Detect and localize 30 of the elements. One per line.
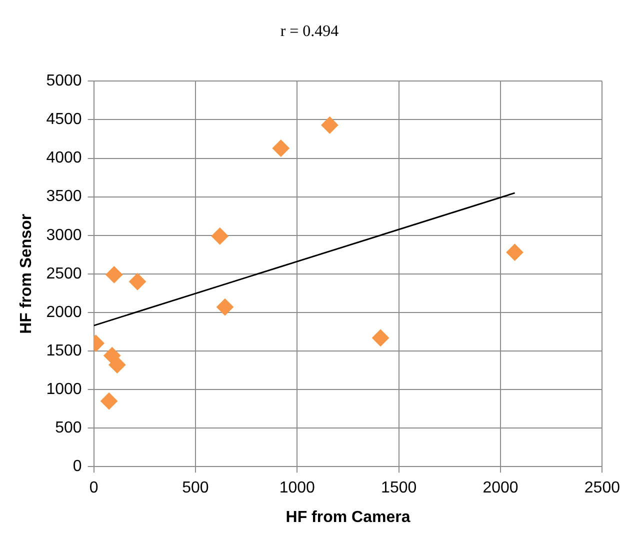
y-tick-label: 5000: [46, 72, 82, 90]
point: [211, 228, 228, 245]
point: [506, 244, 524, 261]
y-axis-title: HF from Sensor: [18, 214, 36, 334]
x-tick-label: 0: [89, 480, 98, 497]
y-tick-label: 500: [55, 419, 82, 436]
y-tick-label: 1000: [46, 380, 82, 398]
y-tick-label: 2000: [46, 304, 82, 321]
y-tick-label: 0: [72, 458, 82, 476]
x-tick-label: 2500: [584, 480, 620, 497]
point: [129, 273, 146, 290]
y-tick-label: 4500: [46, 111, 82, 128]
x-tick-label: 1500: [381, 480, 417, 497]
y-tick-label: 2500: [46, 265, 82, 282]
point: [100, 392, 118, 410]
point: [108, 356, 126, 374]
y-tick-label: 1500: [46, 342, 82, 360]
point: [272, 140, 290, 157]
x-tick-label: 1000: [279, 480, 316, 497]
x-axis-title: HF from Camera: [286, 508, 410, 526]
point: [216, 298, 234, 316]
point: [106, 266, 123, 284]
point: [321, 116, 338, 134]
y-tick-label: 4000: [46, 150, 82, 167]
point: [372, 329, 390, 346]
y-tick-label: 3500: [46, 188, 82, 206]
x-tick-label: 500: [182, 480, 209, 497]
chart-title: r = 0.494: [280, 22, 339, 40]
x-tick-label: 2000: [482, 480, 518, 497]
y-tick-label: 3000: [46, 226, 82, 244]
